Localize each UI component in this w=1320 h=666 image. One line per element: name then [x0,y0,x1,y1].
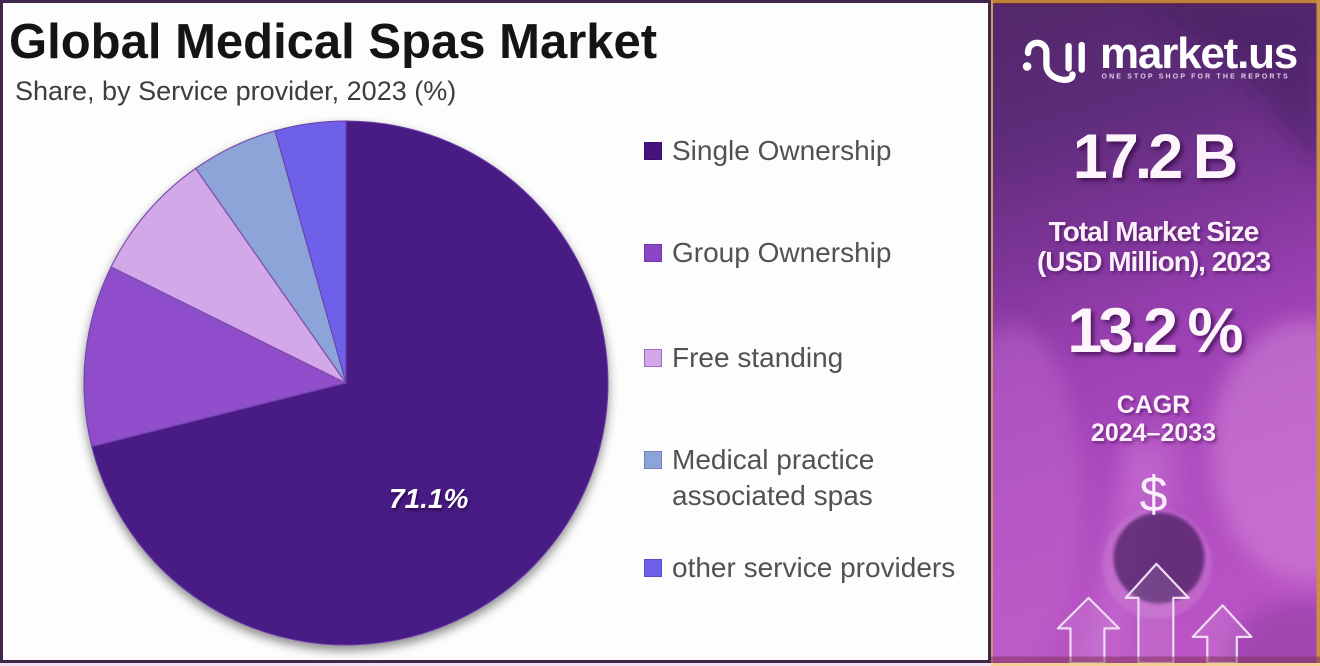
svg-text:ONE STOP SHOP FOR THE REPORTS: ONE STOP SHOP FOR THE REPORTS [1102,73,1290,80]
svg-text:market.us: market.us [1100,29,1297,78]
